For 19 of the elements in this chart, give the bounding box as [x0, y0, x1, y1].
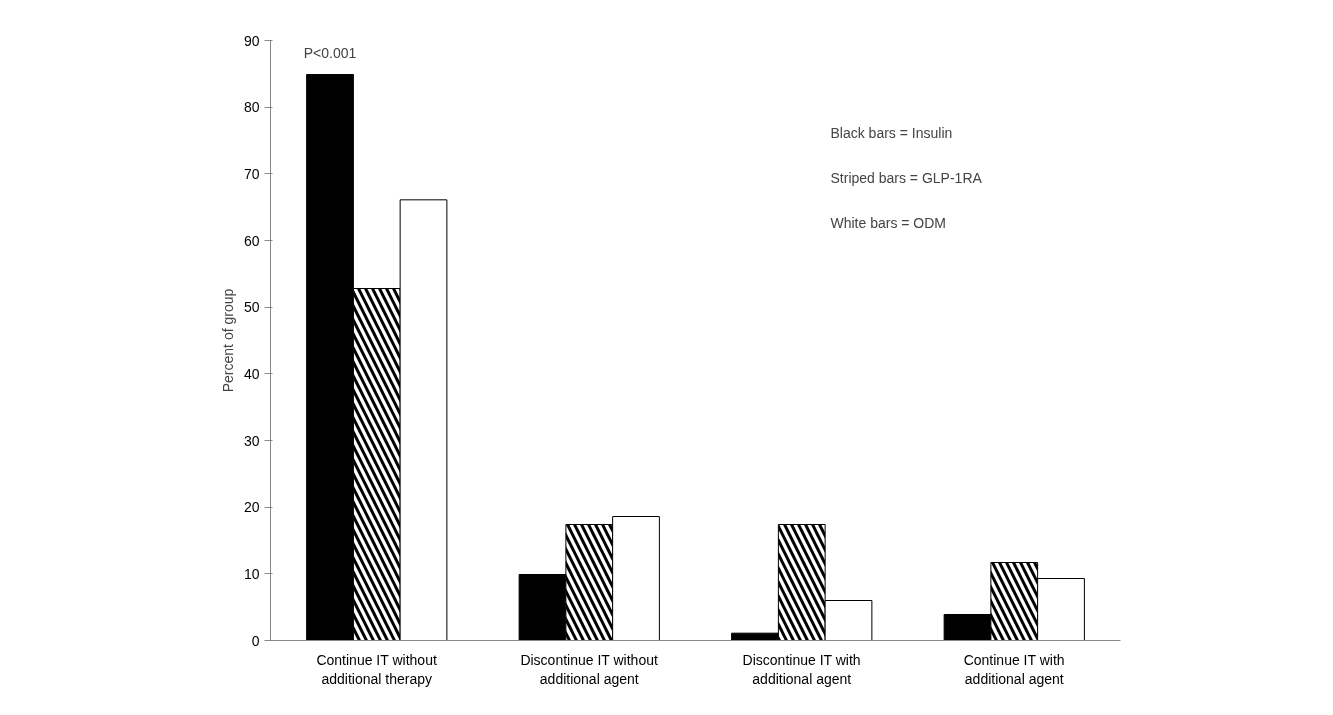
x-tick-label: Discontinue IT without additional agent	[520, 651, 658, 687]
annotation: Black bars = Insulin	[830, 124, 953, 141]
y-tick-label: 20	[243, 499, 260, 516]
annotation: P<0.001	[303, 44, 357, 61]
y-tick-label: 0	[251, 632, 260, 649]
y-tick-label: 60	[243, 232, 260, 249]
y-tick-label: 30	[243, 432, 260, 449]
x-tick-label: Discontinue IT with additional agent	[742, 651, 861, 687]
y-tick-label: 90	[243, 32, 260, 49]
annotation: Striped bars = GLP-1RA	[830, 169, 983, 186]
x-tick-label: Continue IT with additional agent	[963, 651, 1065, 687]
y-tick-label: 50	[243, 299, 260, 316]
y-tick-label: 40	[243, 365, 260, 382]
y-tick-label: 80	[243, 99, 260, 116]
annotation: White bars = ODM	[830, 214, 947, 231]
y-axis-title: Percent of group	[219, 288, 236, 393]
y-tick-label: 10	[243, 565, 260, 582]
y-tick-label: 70	[243, 165, 260, 182]
x-tick-label: Continue IT without additional therapy	[316, 651, 437, 687]
